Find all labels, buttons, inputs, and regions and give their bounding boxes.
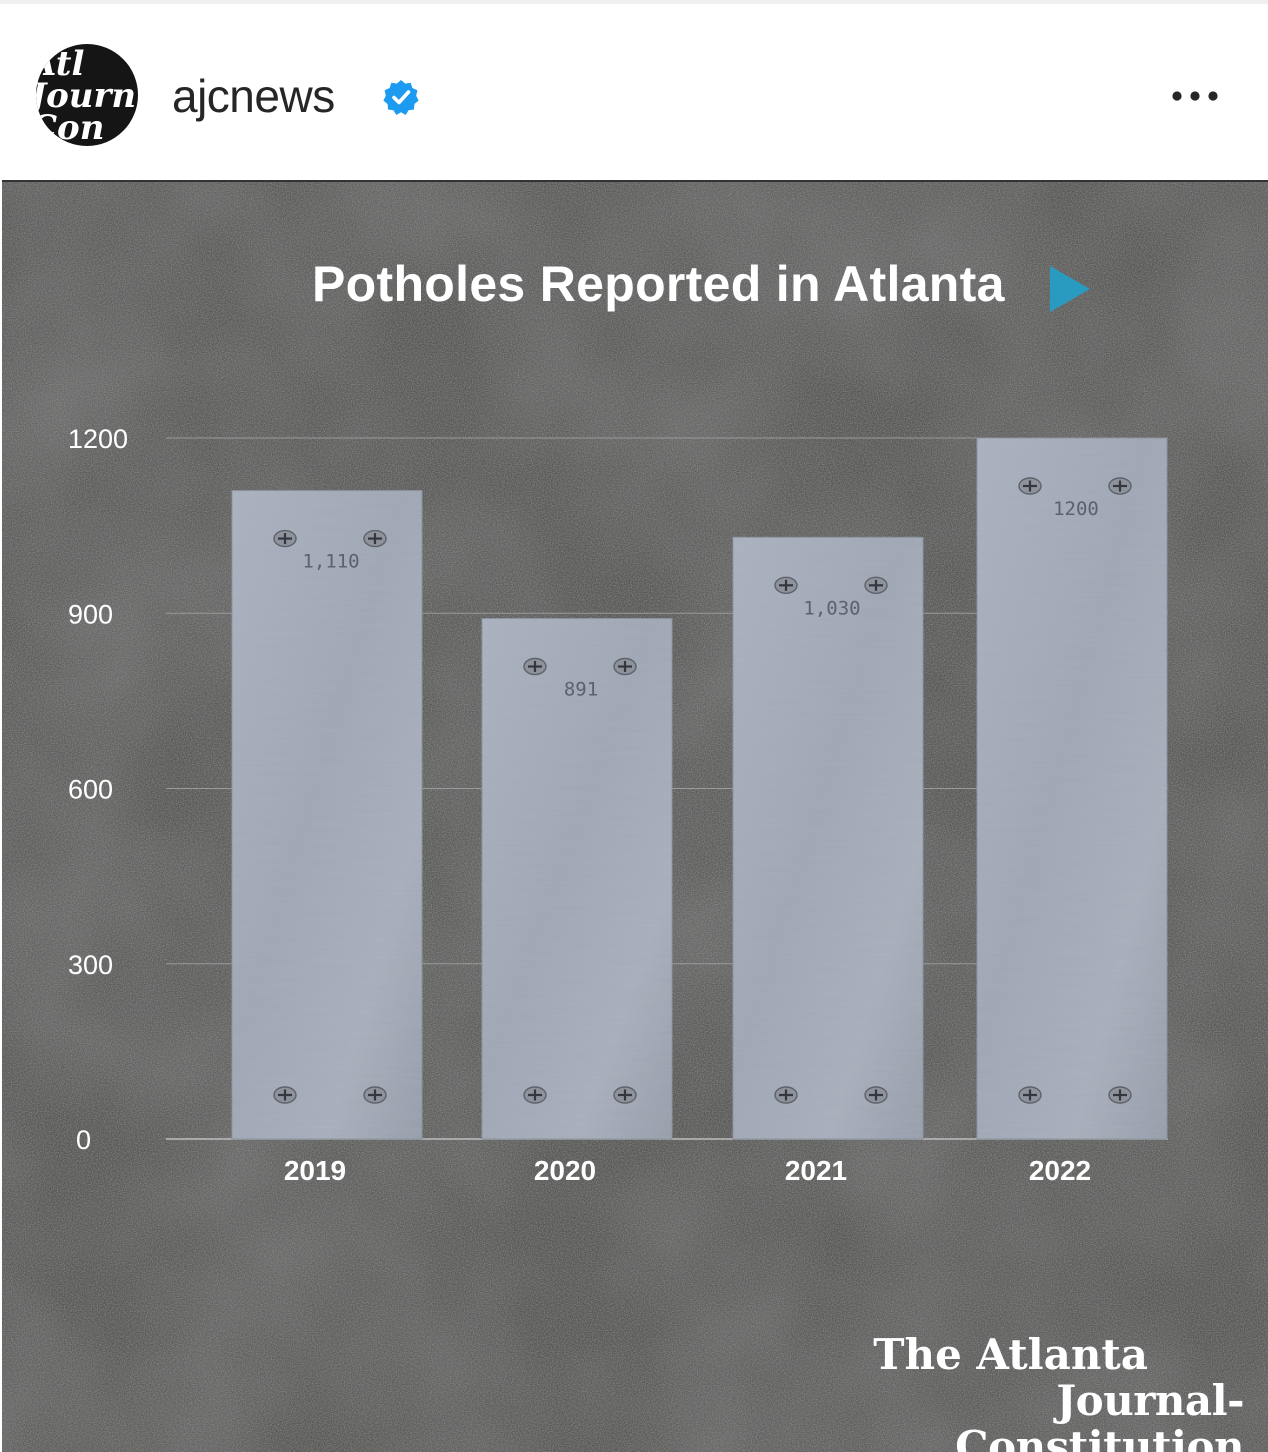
screw-icon <box>363 1086 387 1104</box>
screw-icon <box>774 576 798 595</box>
bar-texture <box>232 490 422 1139</box>
screw-icon <box>613 657 637 676</box>
play-icon <box>1050 266 1090 312</box>
logo-line-1: The Atlanta <box>873 1330 1148 1379</box>
ajc-logo: The Atlanta Journal-Constitution <box>814 1332 1244 1452</box>
screw-icon <box>1108 477 1132 495</box>
value-label: 1,030 <box>803 597 860 619</box>
screw-icon <box>273 1086 297 1104</box>
screw-icon <box>613 1086 637 1104</box>
x-category-label: 2019 <box>284 1155 346 1186</box>
bar-texture <box>977 438 1167 1139</box>
screw-icon <box>1018 477 1042 495</box>
more-options-button[interactable] <box>1160 76 1232 116</box>
screw-icon <box>1018 1086 1042 1104</box>
screw-icon <box>1108 1086 1132 1104</box>
logo-line-2: Journal-Constitution <box>955 1376 1244 1452</box>
avatar[interactable]: Atl Journ Con <box>36 44 138 146</box>
bar-texture <box>482 618 672 1139</box>
x-category-label: 2021 <box>785 1155 847 1186</box>
y-tick-label: 300 <box>68 950 113 980</box>
screw-icon <box>523 657 547 676</box>
y-tick-label: 900 <box>68 599 113 629</box>
value-label: 1,110 <box>302 551 359 573</box>
screw-icon <box>273 529 297 548</box>
y-tick-label: 0 <box>76 1125 91 1155</box>
bar-chart: 0 300 600 900 1200 1,110 2019 891 2020 1,030 2021 1… <box>68 424 1168 1186</box>
y-tick-label: 600 <box>68 775 113 805</box>
username[interactable]: ajcnews <box>172 70 335 122</box>
screw-icon <box>523 1086 547 1104</box>
screw-icon <box>774 1086 798 1104</box>
y-tick-label: 1200 <box>68 424 128 454</box>
chart-title: Potholes Reported in Atlanta <box>312 256 1005 312</box>
x-category-label: 2020 <box>534 1155 596 1186</box>
screw-icon <box>864 576 888 595</box>
screw-icon <box>864 1086 888 1104</box>
value-label: 891 <box>564 679 598 701</box>
post-image[interactable]: Potholes Reported in Atlanta 0 <box>2 180 1268 1452</box>
post-header: Atl Journ Con ajcnews <box>0 0 1268 180</box>
x-category-label: 2022 <box>1029 1155 1091 1186</box>
value-label: 1200 <box>1053 498 1099 520</box>
avatar-logo-text: Atl Journ Con <box>36 44 137 146</box>
screw-icon <box>363 529 387 548</box>
more-options-icon <box>1172 91 1218 101</box>
verified-badge-icon <box>383 80 419 115</box>
bar-texture <box>733 537 923 1139</box>
